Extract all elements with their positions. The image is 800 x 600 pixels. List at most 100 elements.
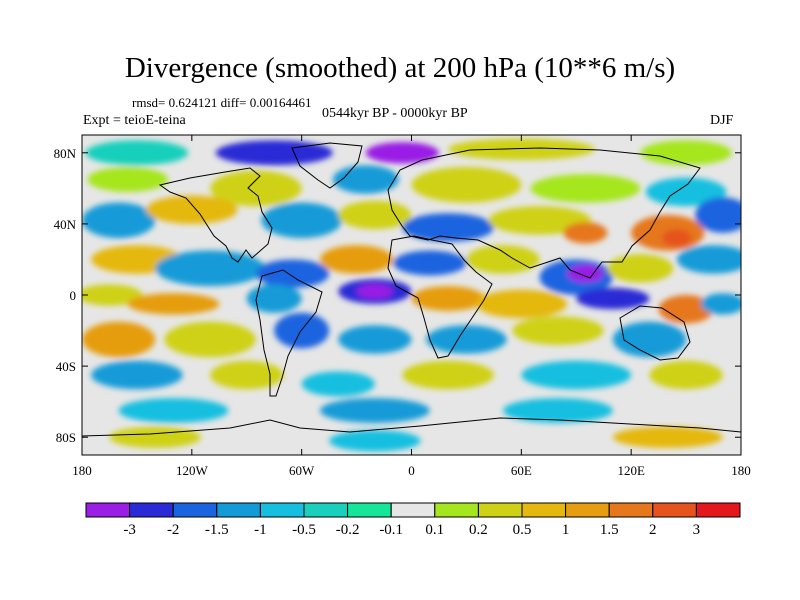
colorbar-label: -0.5 bbox=[292, 522, 316, 538]
colorbar-box-6 bbox=[347, 502, 392, 518]
field-anomaly-59 bbox=[612, 426, 723, 448]
coast-europe-asia bbox=[387, 147, 701, 279]
field-anomaly-3 bbox=[448, 138, 595, 160]
field-anomaly-58 bbox=[329, 430, 421, 452]
y-tick-label: 80N bbox=[54, 146, 77, 161]
field-anomaly-24 bbox=[319, 245, 394, 274]
field-anomaly-56 bbox=[503, 398, 613, 423]
field-anomaly-2 bbox=[365, 142, 439, 164]
field-anomaly-33 bbox=[246, 284, 302, 313]
x-tick-label: 180 bbox=[731, 463, 751, 478]
field-anomaly-10 bbox=[645, 177, 727, 207]
colorbar-label: -1.5 bbox=[205, 522, 229, 538]
colorbar-box-13 bbox=[652, 502, 697, 518]
field-anomaly-22 bbox=[155, 250, 266, 287]
colorbar-label: 2 bbox=[649, 522, 657, 538]
x-tick-label: 60E bbox=[511, 463, 532, 478]
field-anomaly-36 bbox=[411, 286, 485, 311]
colorbar-label: -2 bbox=[167, 522, 180, 538]
field-anomaly-8 bbox=[411, 167, 522, 203]
y-tick-label: 40S bbox=[56, 359, 76, 374]
coastlines bbox=[82, 142, 741, 437]
divergence-field bbox=[82, 138, 741, 452]
field-anomaly-44 bbox=[338, 325, 412, 354]
colorbar-box-7 bbox=[390, 502, 436, 518]
field-anomaly-32 bbox=[127, 293, 220, 315]
field-anomaly-48 bbox=[91, 360, 183, 390]
colorbar-box-2 bbox=[172, 502, 218, 518]
x-tick-label: 180 bbox=[72, 463, 92, 478]
field-anomaly-1 bbox=[215, 140, 333, 166]
colorbar-label: -1 bbox=[254, 522, 267, 538]
field-anomaly-42 bbox=[164, 321, 256, 358]
field-anomaly-23 bbox=[255, 259, 330, 288]
field-anomaly-38 bbox=[576, 287, 650, 310]
x-tick-label: 120W bbox=[176, 463, 209, 478]
field-anomaly-39 bbox=[658, 295, 714, 324]
colorbar-label: 1.5 bbox=[600, 522, 619, 538]
field-anomaly-16 bbox=[488, 206, 591, 235]
colorbar-label: -0.2 bbox=[336, 522, 360, 538]
field-anomaly-9 bbox=[530, 174, 641, 203]
chart-title: Divergence (smoothed) at 200 hPa (10**6 … bbox=[124, 52, 676, 84]
axis-ticks bbox=[81, 135, 742, 455]
colorbar-box-3 bbox=[216, 502, 261, 518]
y-tick-label: 40N bbox=[54, 217, 77, 232]
experiment-label: Expt = teioE-teina bbox=[83, 113, 186, 128]
colorbar-box-12 bbox=[608, 502, 654, 518]
field-anomaly-51 bbox=[402, 360, 494, 390]
colorbar-box-11 bbox=[565, 502, 610, 518]
colorbar-label: -0.1 bbox=[379, 522, 403, 538]
coast-antarctica bbox=[82, 417, 741, 437]
y-tick-label: 0 bbox=[70, 288, 77, 303]
field-anomaly-14 bbox=[338, 200, 412, 230]
period-label: 0544kyr BP - 0000kyr BP bbox=[322, 106, 468, 121]
field-anomaly-52 bbox=[521, 360, 632, 390]
field-anomaly-29 bbox=[607, 254, 674, 283]
field-anomaly-0 bbox=[85, 140, 189, 166]
colorbar: -3 -2 -1.5 -1 -0.5 -0.2 -0.1 0.1 0.2 0.5 1 1.5 2 3 bbox=[85, 502, 741, 538]
field-anomaly-40 bbox=[700, 293, 741, 315]
colorbar-label: 0.2 bbox=[469, 522, 488, 538]
stats-line: rmsd= 0.624121 diff= 0.00164461 bbox=[132, 95, 312, 110]
coast-south-america bbox=[255, 269, 323, 397]
x-tick-label: 60W bbox=[289, 463, 315, 478]
colorbar-box-4 bbox=[259, 502, 305, 518]
x-tick-label: 0 bbox=[408, 463, 415, 478]
colorbar-label: 3 bbox=[693, 522, 701, 538]
field-anomaly-55 bbox=[319, 398, 430, 423]
y-tick-label: 80S bbox=[56, 430, 76, 445]
field-anomaly-37 bbox=[475, 289, 568, 319]
x-tick-label: 120E bbox=[617, 463, 645, 478]
colorbar-box-10 bbox=[521, 502, 567, 518]
field-anomaly-25 bbox=[393, 250, 467, 276]
field-anomaly-19 bbox=[662, 229, 692, 247]
field-anomaly-46 bbox=[512, 316, 604, 345]
colorbar-box-1 bbox=[129, 502, 174, 518]
field-anomaly-12 bbox=[146, 195, 238, 224]
season-label: DJF bbox=[710, 113, 734, 128]
field-anomaly-35 bbox=[356, 284, 394, 299]
colorbar-box-0 bbox=[85, 502, 131, 518]
colorbar-box-8 bbox=[434, 502, 479, 518]
field-anomaly-45 bbox=[426, 325, 507, 354]
colorbar-label: 0.5 bbox=[513, 522, 532, 538]
colorbar-box-5 bbox=[303, 502, 349, 518]
field-anomaly-26 bbox=[466, 245, 540, 274]
field-anomaly-6 bbox=[210, 170, 302, 207]
field-anomaly-11 bbox=[82, 202, 156, 239]
field-anomaly-4 bbox=[640, 140, 732, 166]
field-anomaly-5 bbox=[87, 167, 169, 192]
field-anomaly-13 bbox=[261, 202, 342, 239]
field-anomaly-15 bbox=[402, 213, 494, 242]
field-anomaly-28 bbox=[567, 264, 604, 283]
field-anomaly-41 bbox=[82, 321, 156, 358]
coast-greenland bbox=[291, 142, 363, 189]
colorbar-box-9 bbox=[477, 502, 523, 518]
colorbar-label: 1 bbox=[562, 522, 570, 538]
colorbar-label: 0.1 bbox=[425, 522, 444, 538]
field-anomaly-57 bbox=[109, 426, 201, 448]
field-anomaly-49 bbox=[210, 360, 284, 390]
field-anomaly-54 bbox=[118, 398, 229, 423]
